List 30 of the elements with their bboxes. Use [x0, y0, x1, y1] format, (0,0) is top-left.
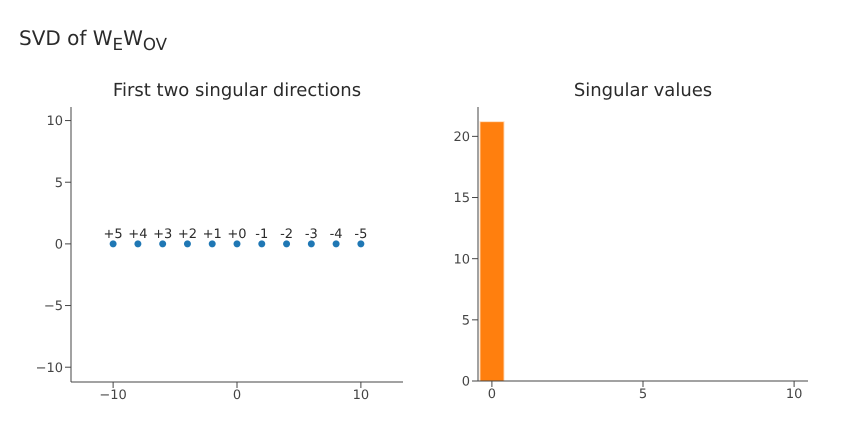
- annotation: +4: [128, 226, 148, 242]
- x-tick-label: 0: [488, 387, 496, 402]
- x-tick-label: 10: [352, 388, 370, 404]
- annotation: -5: [354, 226, 368, 242]
- y-tick-label: 5: [462, 313, 470, 328]
- y-tick-label: 10: [46, 114, 63, 130]
- annotation: -2: [280, 226, 294, 242]
- x-tick-label: −10: [99, 388, 127, 404]
- y-tick-label: 10: [453, 252, 470, 268]
- annotation: -1: [255, 226, 268, 242]
- annotation: -4: [330, 226, 343, 242]
- x-tick-label: 0: [232, 388, 242, 404]
- annotation: -3: [304, 226, 318, 242]
- annotation: +0: [227, 226, 247, 242]
- annotation: +3: [153, 226, 172, 242]
- chart-title: SVD of W$_{E}$W$_{OV}$: [19, 26, 168, 54]
- y-tick-label: 5: [54, 176, 63, 191]
- annotation: +1: [202, 226, 222, 242]
- y-tick-label: 0: [54, 238, 63, 252]
- chart-subtitle: First two singular directions: [112, 80, 362, 101]
- y-tick-label: −5: [44, 299, 63, 314]
- annotation: +2: [178, 226, 198, 242]
- y-tick-label: 20: [453, 130, 470, 145]
- annotation: +5: [104, 226, 123, 242]
- x-tick-label: 10: [786, 387, 802, 402]
- y-tick-label: 15: [453, 191, 470, 206]
- chart-title: Singular values: [572, 80, 714, 101]
- x-tick-label: 5: [638, 387, 648, 402]
- y-tick-label: −10: [36, 360, 63, 376]
- y-tick-label: 0: [462, 374, 470, 390]
